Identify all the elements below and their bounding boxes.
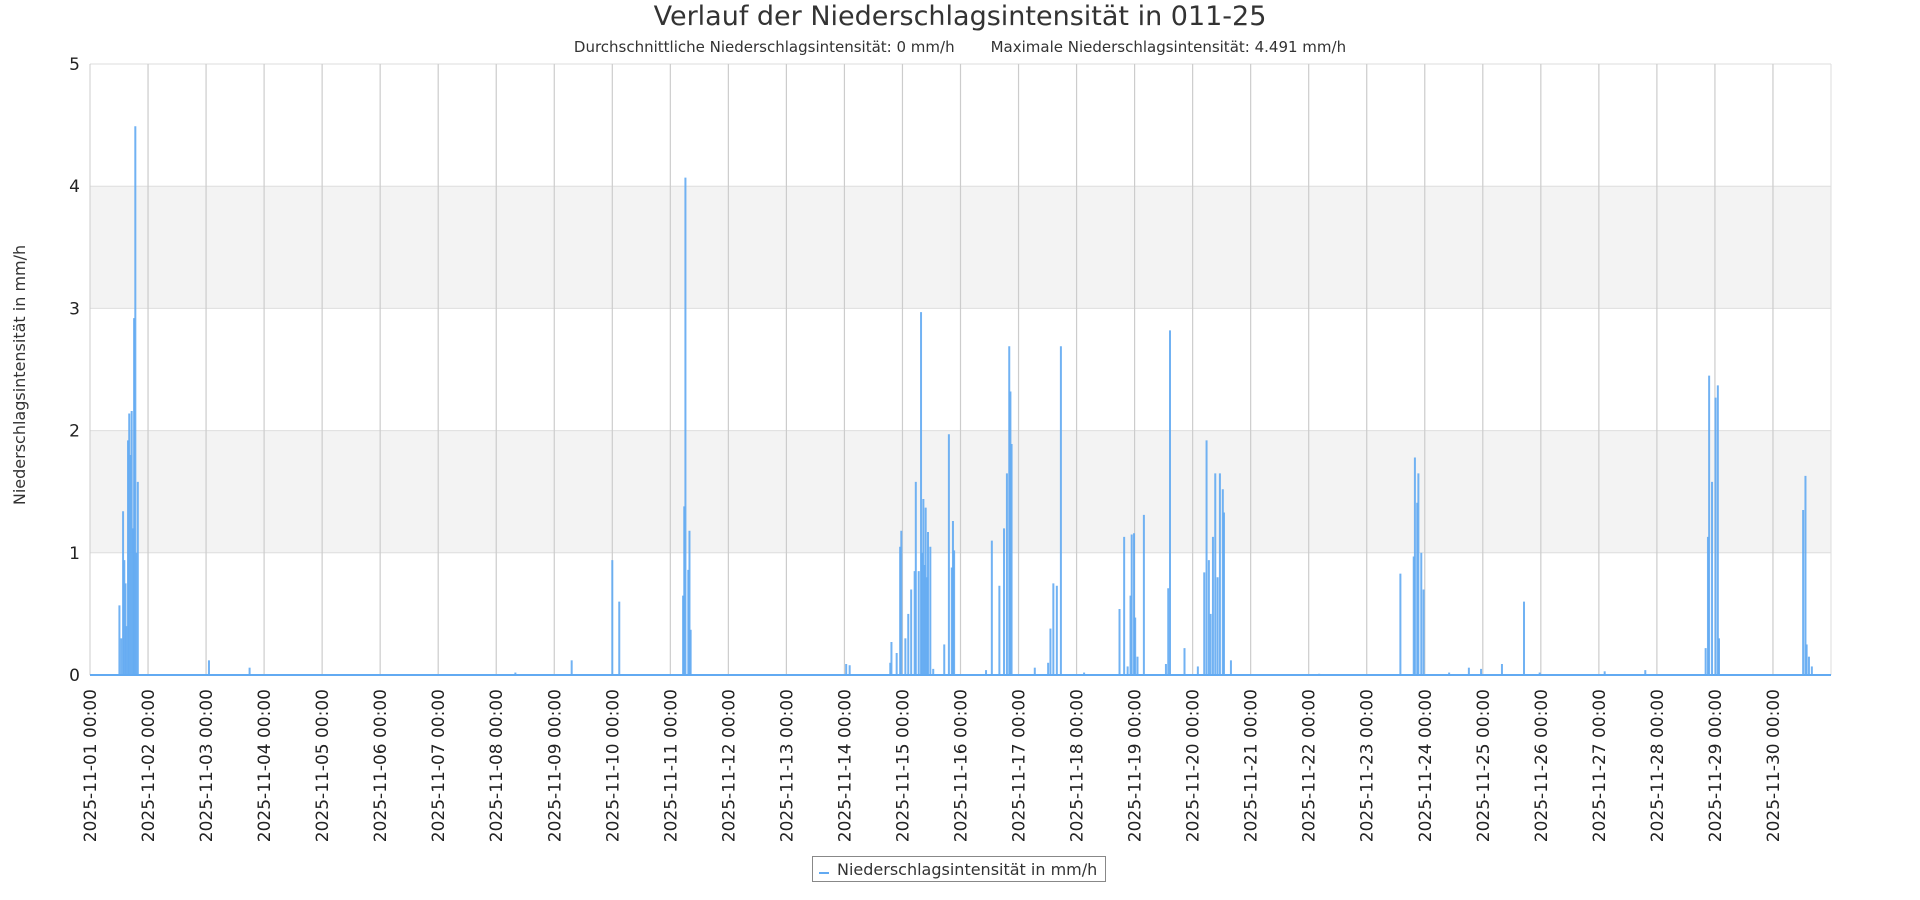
y-tick-label: 1 xyxy=(69,544,80,564)
x-tick-label: 2025-11-22 00:00 xyxy=(1300,689,1320,842)
x-tick-label: 2025-11-05 00:00 xyxy=(313,689,333,842)
y-tick-label: 5 xyxy=(69,55,80,75)
x-tick-label: 2025-11-02 00:00 xyxy=(139,689,159,842)
y-axis-label: Niederschlagsintensität in mm/h xyxy=(10,245,29,505)
chart-title: Verlauf der Niederschlagsintensität in 0… xyxy=(653,1,1267,32)
x-tick-label: 2025-11-29 00:00 xyxy=(1706,689,1726,842)
x-tick-label: 2025-11-30 00:00 xyxy=(1764,689,1784,842)
legend-label: Niederschlagsintensität in mm/h xyxy=(837,859,1098,879)
x-tick-label: 2025-11-15 00:00 xyxy=(893,689,913,842)
x-tick-label: 2025-11-17 00:00 xyxy=(1010,689,1030,842)
x-tick-label: 2025-11-14 00:00 xyxy=(835,689,855,842)
subtitle-maximum: Maximale Niederschlagsintensität: 4.491 … xyxy=(990,38,1347,56)
x-tick-label: 2025-11-21 00:00 xyxy=(1242,689,1262,842)
x-tick-label: 2025-11-12 00:00 xyxy=(719,689,739,842)
x-tick-label: 2025-11-09 00:00 xyxy=(545,689,565,842)
x-tick-label: 2025-11-10 00:00 xyxy=(603,689,623,842)
x-tick-label: 2025-11-20 00:00 xyxy=(1184,689,1204,842)
x-tick-label: 2025-11-03 00:00 xyxy=(197,689,217,842)
x-tick-label: 2025-11-18 00:00 xyxy=(1068,689,1088,842)
chart-subtitle: Durchschnittliche Niederschlagsintensitä… xyxy=(0,37,1920,57)
x-tick-label: 2025-11-23 00:00 xyxy=(1358,689,1378,842)
x-tick-label: 2025-11-16 00:00 xyxy=(952,689,972,842)
legend[interactable]: Niederschlagsintensität in mm/h xyxy=(812,856,1106,882)
x-tick-label: 2025-11-13 00:00 xyxy=(777,689,797,842)
x-tick-label: 2025-11-07 00:00 xyxy=(429,689,449,842)
x-tick-label: 2025-11-06 00:00 xyxy=(371,689,391,842)
x-tick-label: 2025-11-28 00:00 xyxy=(1648,689,1668,842)
y-tick-label: 0 xyxy=(69,666,80,686)
x-tick-label: 2025-11-08 00:00 xyxy=(487,689,507,842)
y-tick-label: 4 xyxy=(69,177,80,197)
subtitle-average: Durchschnittliche Niederschlagsintensitä… xyxy=(573,38,955,56)
x-tick-label: 2025-11-25 00:00 xyxy=(1474,689,1494,842)
x-tick-label: 2025-11-04 00:00 xyxy=(255,689,275,842)
x-tick-label: 2025-11-26 00:00 xyxy=(1532,689,1552,842)
x-tick-label: 2025-11-19 00:00 xyxy=(1126,689,1146,842)
y-tick-label: 3 xyxy=(69,299,80,319)
y-tick-label: 2 xyxy=(69,422,80,442)
x-tick-label: 2025-11-11 00:00 xyxy=(661,689,681,842)
x-tick-label: 2025-11-24 00:00 xyxy=(1416,689,1436,842)
x-tick-label: 2025-11-01 00:00 xyxy=(81,689,101,842)
legend-swatch-icon xyxy=(819,872,829,874)
x-tick-label: 2025-11-27 00:00 xyxy=(1590,689,1610,842)
